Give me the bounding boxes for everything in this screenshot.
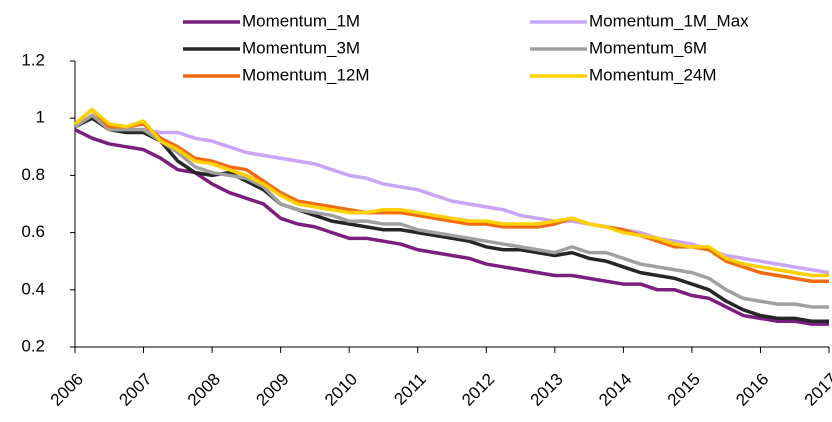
series-line [73,107,829,278]
y-tick-label: 0.4 [21,279,45,298]
x-tick-label: 2007 [115,370,155,410]
legend-label: Momentum_12M [242,65,370,84]
legend-label: Momentum_1M [242,11,360,30]
x-tick-label: 2008 [184,370,224,410]
legend-label: Momentum_24M [589,65,717,84]
x-tick-label: 2012 [458,370,498,410]
series-line [73,107,829,283]
x-tick-label: 2010 [321,370,361,410]
legend-label: Momentum_6M [589,38,707,57]
series-line [74,116,829,324]
legend-label: Momentum_1M_Max [589,11,749,30]
x-tick-label: 2009 [252,370,292,410]
series-line [74,128,829,326]
y-tick-label: 1.2 [21,50,45,69]
y-tick-label: 0.2 [21,336,45,355]
y-tick-label: 0.6 [21,222,45,241]
x-tick-label: 2011 [390,370,429,409]
x-tick-label: 2006 [47,370,87,410]
series-line [74,113,829,309]
x-tick-label: 2015 [664,370,704,410]
y-tick-label: 1 [36,108,45,127]
x-tick-label: 2016 [732,370,772,410]
y-tick-label: 0.8 [21,165,45,184]
x-tick-label: 2017 [801,370,832,410]
x-tick-label: 2014 [595,370,635,410]
legend-label: Momentum_3M [242,38,360,57]
x-tick-label: 2013 [527,370,567,410]
